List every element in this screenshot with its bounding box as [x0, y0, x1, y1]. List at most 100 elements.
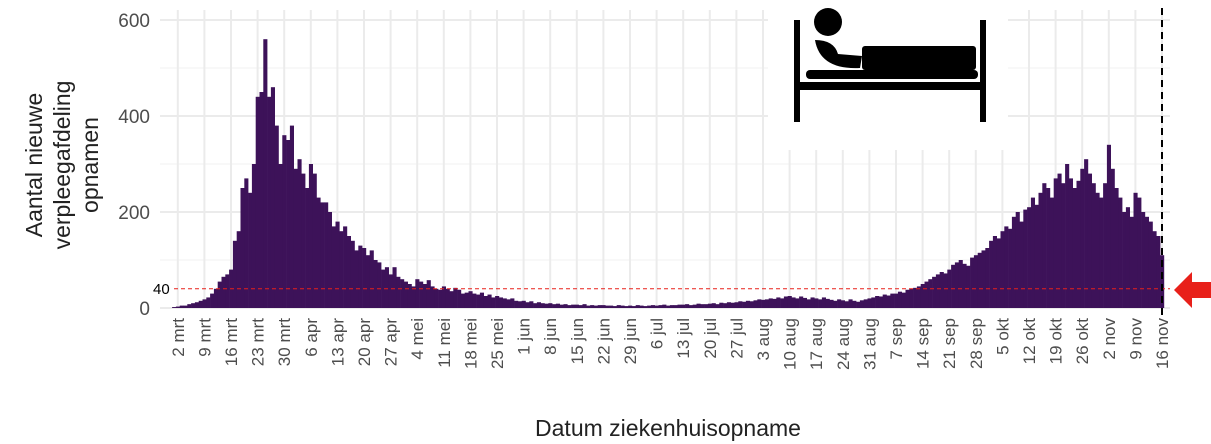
bar: [669, 305, 674, 308]
bar: [1080, 168, 1085, 308]
bar: [791, 297, 796, 308]
bar: [533, 303, 538, 308]
x-tick-label: 24 aug: [834, 318, 853, 370]
bar: [293, 168, 298, 308]
bar: [1023, 209, 1028, 308]
x-tick-label: 23 mrt: [249, 318, 268, 366]
bar: [1087, 173, 1092, 308]
bar: [362, 248, 367, 308]
x-tick-label: 1 jun: [515, 318, 534, 355]
bar: [821, 297, 826, 308]
bar: [373, 260, 378, 308]
x-tick-label: 20 jul: [701, 318, 720, 359]
bar: [1114, 188, 1119, 308]
y-axis-label-2: verpleegafdeling: [49, 81, 75, 250]
bar: [392, 267, 397, 308]
overlay: 40: [153, 8, 1170, 316]
bar: [776, 297, 781, 308]
bar: [267, 96, 272, 308]
bar: [187, 304, 192, 308]
bar: [1137, 197, 1142, 308]
bar: [719, 302, 724, 308]
bar: [764, 299, 769, 308]
x-tick-label: 16 nov: [1153, 318, 1172, 370]
bar: [704, 304, 709, 308]
bar: [1068, 178, 1073, 308]
bar: [483, 296, 488, 308]
bar: [567, 305, 572, 308]
bar: [726, 302, 731, 308]
bar: [882, 294, 887, 308]
bar: [943, 273, 948, 308]
bar: [612, 306, 617, 308]
bar: [977, 252, 982, 308]
bar: [255, 96, 260, 308]
bar: [202, 299, 207, 308]
bar: [240, 188, 245, 308]
bar: [970, 257, 975, 308]
bar: [635, 305, 640, 308]
y-tick-label: 0: [139, 299, 150, 320]
bar: [289, 125, 294, 308]
bar: [734, 302, 739, 308]
bar: [662, 304, 667, 308]
bar: [270, 87, 275, 308]
bar: [753, 300, 758, 308]
bar: [825, 298, 830, 308]
bar: [449, 291, 454, 308]
bar: [749, 301, 754, 308]
bar: [692, 304, 697, 308]
bar: [369, 250, 374, 308]
bar: [301, 173, 306, 308]
bar: [590, 305, 595, 308]
x-tick-label: 26 okt: [1073, 318, 1092, 365]
x-tick-label: 9 nov: [1126, 318, 1145, 360]
bar: [962, 263, 967, 308]
bar: [1118, 197, 1123, 308]
bar: [312, 173, 317, 308]
bar: [316, 197, 321, 308]
bar: [1091, 183, 1096, 308]
bar: [875, 296, 880, 308]
x-tick-label: 17 aug: [807, 318, 826, 370]
bar: [681, 304, 686, 308]
bar: [628, 305, 633, 308]
bar: [1152, 231, 1157, 308]
bar: [1125, 207, 1130, 308]
y-axis-label-1: Aantal nieuwe: [21, 93, 47, 238]
bar: [787, 296, 792, 308]
bar: [308, 164, 313, 308]
bar: [859, 300, 864, 308]
bar: [544, 303, 549, 308]
bar: [768, 298, 773, 308]
x-tick-label: 25 mei: [488, 318, 507, 369]
bar: [263, 39, 268, 308]
bar: [1034, 204, 1039, 308]
bar: [837, 299, 842, 308]
bar: [814, 298, 819, 308]
bar: [354, 250, 359, 308]
x-tick-label: 15 jun: [568, 318, 587, 364]
reference-label: 40: [153, 281, 170, 298]
bar: [799, 296, 804, 308]
bar: [510, 298, 515, 308]
bar: [563, 304, 568, 308]
bar: [278, 164, 283, 308]
bar: [248, 192, 253, 308]
bar: [1106, 144, 1111, 308]
bar: [890, 293, 895, 308]
bar: [1110, 168, 1115, 308]
bar: [745, 300, 750, 308]
x-tick-label: 22 jun: [594, 318, 613, 364]
x-tick-label: 13 apr: [328, 318, 347, 367]
bar: [631, 306, 636, 308]
bar: [236, 231, 241, 308]
bar: [430, 286, 435, 308]
bar: [384, 267, 389, 308]
bar: [878, 296, 883, 308]
bar: [476, 294, 481, 308]
bar: [251, 164, 256, 308]
bar: [479, 292, 484, 308]
red-arrow: [1174, 272, 1211, 308]
bar: [586, 305, 591, 308]
